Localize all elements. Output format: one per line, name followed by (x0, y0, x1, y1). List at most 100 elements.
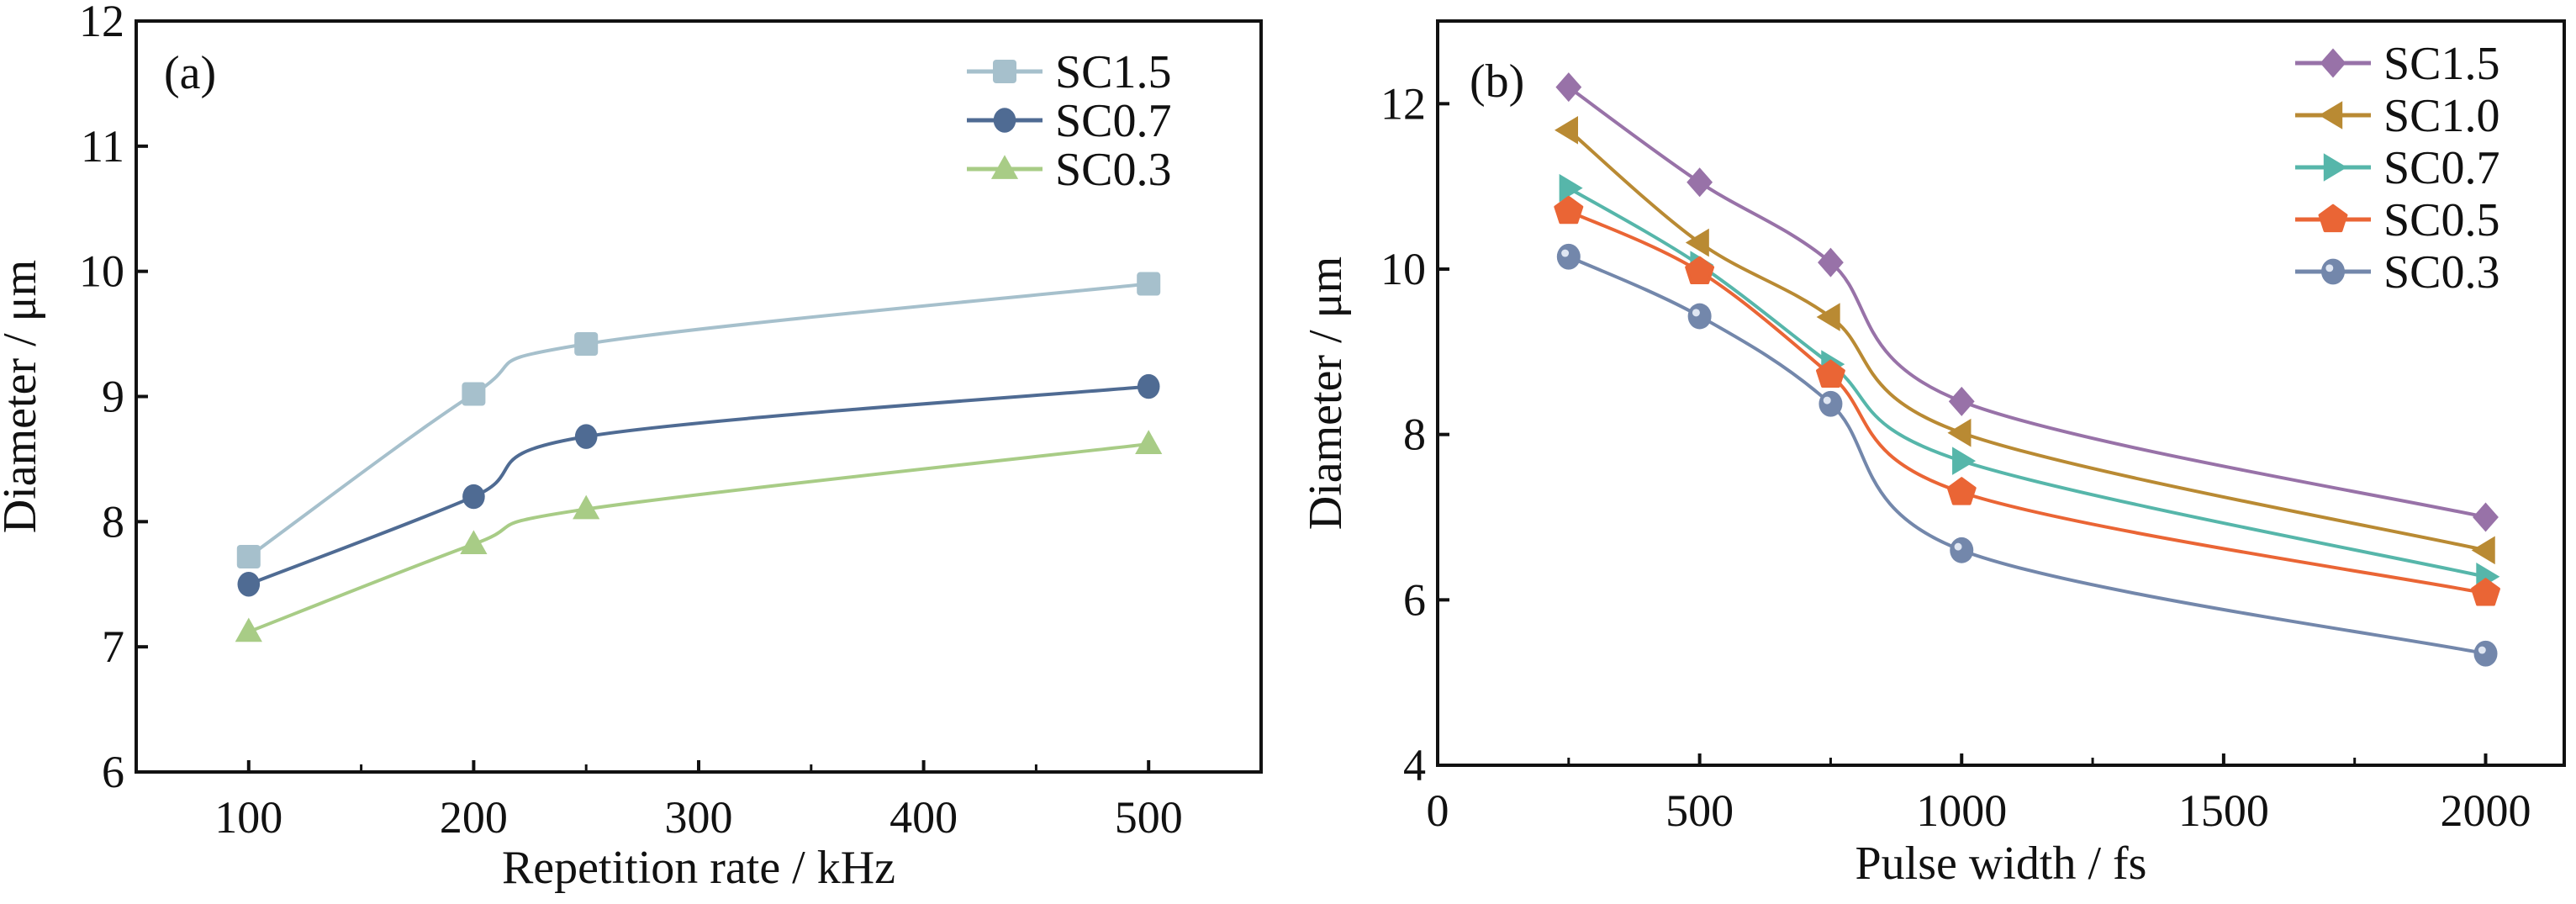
legend-item: SC0.7 (2295, 142, 2500, 194)
series-line (1567, 129, 2486, 552)
y-tick-label: 8 (1403, 410, 1426, 460)
data-point (1555, 116, 1579, 145)
x-tick-label: 500 (1115, 792, 1183, 843)
x-tick-label: 500 (1665, 785, 1734, 836)
data-point (1950, 537, 1974, 563)
legend-label: SC0.3 (2383, 246, 2500, 299)
x-tick-label: 300 (665, 792, 733, 843)
series-sc0-5 (1554, 195, 2500, 606)
x-tick-label: 1500 (2178, 785, 2269, 836)
legend-marker (990, 155, 1019, 179)
marker-highlight (2478, 646, 2486, 654)
legend-label: SC1.0 (2383, 90, 2500, 142)
y-tick-label: 12 (1380, 78, 1426, 129)
legend-marker (2319, 101, 2343, 130)
marker-highlight (1561, 249, 1570, 257)
data-point (236, 545, 261, 569)
data-point (1554, 195, 1584, 225)
y-tick-label: 9 (102, 372, 124, 422)
legend-marker (2318, 204, 2348, 233)
plot-frame (1436, 19, 2566, 767)
x-tick-label: 0 (1427, 785, 1449, 836)
series-sc1-5 (236, 272, 1161, 569)
data-point (2473, 640, 2498, 667)
y-axis-title: Diameter / μm (1300, 256, 1352, 530)
series-line (1567, 186, 2486, 579)
marker-highlight (1823, 396, 1831, 404)
data-point (1559, 173, 1583, 203)
legend-marker (2321, 258, 2345, 285)
series-line (1567, 255, 2486, 656)
x-tick-label: 2000 (2441, 785, 2531, 836)
data-point (1137, 373, 1160, 399)
panel-label: (b) (1470, 56, 1524, 108)
x-tick-label: 1000 (1916, 785, 2007, 836)
data-point (235, 617, 262, 642)
data-point (1815, 359, 1845, 388)
series-line (248, 442, 1149, 634)
legend-item: SC1.0 (2295, 90, 2500, 142)
data-point (1948, 386, 1975, 416)
legend-label: SC0.7 (1055, 95, 1172, 147)
legend-item: SC0.7 (967, 95, 1172, 147)
data-point (460, 530, 488, 555)
data-point (1685, 256, 1715, 285)
y-tick-label: 7 (102, 621, 124, 672)
series-sc1-5 (1555, 72, 2499, 532)
panel-label: (a) (164, 47, 216, 99)
data-point (462, 484, 485, 510)
data-point (573, 494, 600, 520)
legend-item: SC0.3 (967, 144, 1172, 196)
panel-b: 4 6 8 10 12 0 500 1000 1500 2000 Pulse width / fs D… (1300, 19, 2566, 890)
data-point (1687, 303, 1712, 330)
legend-item: SC0.3 (2295, 246, 2500, 299)
data-point (2473, 502, 2499, 532)
data-point (1556, 243, 1581, 270)
legend-label: SC0.7 (2383, 142, 2500, 194)
data-point (2471, 578, 2500, 606)
data-point (1946, 477, 1977, 505)
y-tick-label: 10 (1380, 244, 1426, 294)
legend-marker (2320, 48, 2346, 78)
marker-highlight (1954, 542, 1962, 551)
series-line (1567, 86, 2486, 519)
data-point (574, 331, 599, 356)
series-line (248, 384, 1149, 586)
y-tick-label: 4 (1403, 740, 1426, 790)
legend-label: SC0.3 (1055, 144, 1172, 196)
series-sc0-3 (235, 430, 1163, 642)
series-line (247, 282, 1149, 558)
legend-item: SC0.5 (2295, 194, 2500, 246)
legend-marker (2323, 153, 2347, 182)
data-point (1685, 228, 1709, 257)
y-axis-title: Diameter / μm (0, 260, 46, 533)
y-tick-label: 6 (102, 747, 124, 797)
series-sc1-0 (1555, 116, 2495, 565)
legend-marker (993, 60, 1016, 83)
y-tick-label: 10 (79, 246, 124, 297)
legend-label: SC0.5 (2383, 194, 2500, 246)
x-tick-label: 400 (889, 792, 958, 843)
y-tick-label: 11 (81, 121, 124, 172)
data-point (1687, 167, 1713, 198)
marker-highlight (1692, 309, 1700, 317)
data-point (237, 572, 261, 597)
data-point (1952, 447, 1977, 475)
legend-marker (993, 108, 1016, 133)
series-sc0-3 (1556, 243, 2498, 667)
legend-label: SC1.5 (1055, 46, 1172, 98)
data-point (462, 382, 486, 406)
legend-item: SC1.5 (967, 46, 1172, 98)
x-axis-title: Pulse width / fs (1855, 838, 2147, 890)
data-point (2471, 536, 2495, 565)
data-point (1816, 303, 1840, 331)
x-tick-label: 200 (440, 792, 508, 843)
y-tick-label: 6 (1403, 574, 1426, 625)
x-tick-label: 100 (214, 792, 282, 843)
data-point (1947, 418, 1972, 447)
panel-a: 6 7 8 9 10 11 12 100 200 300 400 500 Repetition rate… (0, 0, 1263, 894)
marker-highlight (2325, 264, 2334, 272)
y-tick-label: 8 (102, 496, 124, 547)
data-point (574, 424, 598, 449)
